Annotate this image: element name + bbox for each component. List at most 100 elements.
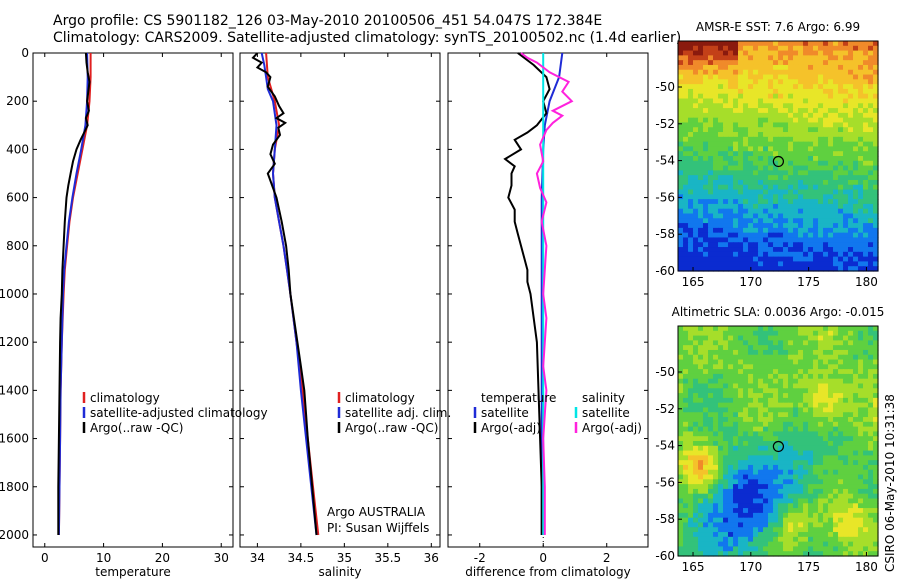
heatmap-cell bbox=[733, 64, 739, 71]
heatmap-cell bbox=[703, 175, 709, 181]
heatmap-cell bbox=[708, 383, 714, 389]
heatmap-cell bbox=[818, 349, 824, 356]
heatmap-cell bbox=[748, 421, 754, 428]
heatmap-cell bbox=[788, 227, 794, 234]
heatmap-cell bbox=[723, 108, 729, 114]
heatmap-cell bbox=[738, 532, 744, 538]
heatmap-cell bbox=[678, 266, 684, 272]
heatmap-cell bbox=[803, 488, 809, 495]
heatmap-cell bbox=[733, 175, 739, 181]
heatmap-cell bbox=[798, 488, 804, 495]
heatmap-cell bbox=[778, 378, 784, 385]
heatmap-cell bbox=[698, 402, 704, 409]
heatmap-cell bbox=[838, 469, 844, 476]
heatmap-cell bbox=[683, 536, 689, 543]
heatmap-cell bbox=[843, 227, 849, 234]
heatmap-cell bbox=[858, 349, 864, 356]
heatmap-cell bbox=[873, 194, 879, 200]
heatmap-cell bbox=[713, 232, 719, 239]
heatmap-cell bbox=[823, 460, 829, 466]
heatmap-cell bbox=[788, 330, 794, 337]
heatmap-cell bbox=[808, 369, 814, 375]
heatmap-cell bbox=[853, 460, 859, 466]
heatmap-cell bbox=[853, 175, 859, 181]
heatmap-cell bbox=[783, 436, 789, 442]
heatmap-cell bbox=[833, 326, 839, 332]
heatmap-cell bbox=[848, 194, 854, 200]
heatmap-cell bbox=[813, 517, 819, 524]
heatmap-cell bbox=[688, 479, 694, 485]
heatmap-cell bbox=[738, 378, 744, 385]
heatmap-cell bbox=[828, 517, 834, 524]
heatmap-cell bbox=[728, 378, 734, 385]
heatmap-cell bbox=[738, 60, 744, 66]
heatmap-cell bbox=[828, 340, 834, 346]
heatmap-cell bbox=[688, 330, 694, 337]
heatmap-cell bbox=[813, 536, 819, 543]
heatmap-cell bbox=[793, 469, 799, 476]
heatmap-cell bbox=[728, 218, 734, 224]
heatmap-cell bbox=[863, 199, 869, 205]
heatmap-cell bbox=[678, 349, 684, 356]
heatmap-cell bbox=[763, 364, 769, 370]
heatmap-cell bbox=[758, 345, 764, 351]
heatmap-cell bbox=[698, 208, 704, 215]
salinity-series-line bbox=[260, 52, 318, 536]
heatmap-cell bbox=[733, 122, 739, 128]
heatmap-cell bbox=[723, 369, 729, 375]
heatmap-cell bbox=[853, 266, 859, 272]
heatmap-cell bbox=[678, 464, 684, 471]
heatmap-cell bbox=[833, 84, 839, 90]
heatmap-cell bbox=[788, 460, 794, 466]
heatmap-cell bbox=[773, 484, 779, 490]
heatmap-cell bbox=[683, 345, 689, 351]
heatmap-cell bbox=[788, 340, 794, 346]
heatmap-cell bbox=[683, 330, 689, 337]
heatmap-cell bbox=[858, 156, 864, 162]
heatmap-cell bbox=[813, 326, 819, 332]
sst-map-argo-position-marker bbox=[772, 155, 784, 168]
heatmap-cell bbox=[783, 146, 789, 152]
heatmap-cell bbox=[853, 402, 859, 409]
heatmap-cell bbox=[798, 88, 804, 95]
heatmap-cell bbox=[803, 345, 809, 351]
heatmap-cell bbox=[698, 45, 704, 52]
heatmap-cell bbox=[728, 69, 734, 76]
heatmap-cell bbox=[763, 184, 769, 191]
heatmap-cell bbox=[803, 170, 809, 176]
heatmap-cell bbox=[823, 127, 829, 133]
heatmap-cell bbox=[873, 402, 879, 409]
heatmap-cell bbox=[748, 388, 754, 394]
heatmap-cell bbox=[718, 45, 724, 52]
heatmap-cell bbox=[818, 364, 824, 370]
heatmap-cell bbox=[748, 455, 754, 461]
heatmap-cell bbox=[783, 156, 789, 162]
heatmap-cell bbox=[863, 373, 869, 380]
heatmap-cell bbox=[773, 436, 779, 442]
heatmap-cell bbox=[823, 508, 829, 514]
heatmap-cell bbox=[758, 503, 764, 509]
heatmap-cell bbox=[768, 364, 774, 370]
heatmap-cell bbox=[873, 55, 879, 61]
heatmap-cell bbox=[738, 199, 744, 205]
heatmap-cell bbox=[723, 199, 729, 205]
heatmap-cell bbox=[793, 512, 799, 519]
heatmap-cell bbox=[758, 445, 764, 452]
heatmap-cell bbox=[818, 436, 824, 442]
heatmap-cell bbox=[773, 402, 779, 409]
heatmap-cell bbox=[778, 237, 784, 243]
heatmap-cell bbox=[763, 194, 769, 200]
heatmap-cell bbox=[723, 170, 729, 176]
heatmap-cell bbox=[733, 455, 739, 461]
heatmap-cell bbox=[703, 431, 709, 437]
heatmap-cell bbox=[723, 242, 729, 248]
heatmap-cell bbox=[843, 354, 849, 361]
heatmap-cell bbox=[818, 330, 824, 337]
heatmap-cell bbox=[868, 378, 874, 385]
heatmap-cell bbox=[823, 232, 829, 239]
salinity-plot-frame bbox=[239, 52, 441, 548]
heatmap-cell bbox=[753, 383, 759, 389]
heatmap-cell bbox=[713, 421, 719, 428]
heatmap-cell bbox=[778, 194, 784, 200]
heatmap-cell bbox=[693, 354, 699, 361]
